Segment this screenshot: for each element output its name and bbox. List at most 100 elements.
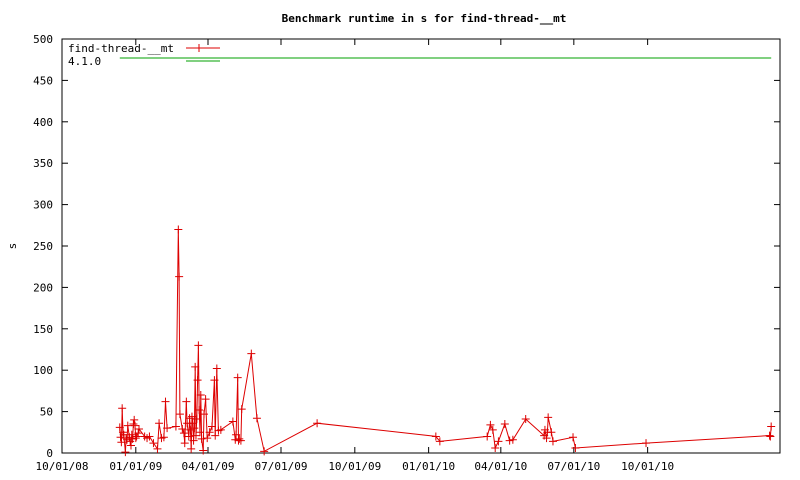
data-point	[115, 423, 124, 432]
y-tick-label: 500	[33, 33, 53, 46]
x-tick-label: 10/01/08	[36, 460, 89, 473]
data-point	[179, 429, 188, 438]
chart-title: Benchmark runtime in s for find-thread-_…	[282, 12, 567, 25]
data-point	[131, 421, 140, 430]
data-point	[544, 413, 553, 422]
x-tick-label: 07/01/10	[547, 460, 600, 473]
data-point	[542, 434, 551, 443]
data-point	[195, 405, 204, 414]
data-point	[118, 404, 127, 413]
data-point	[117, 438, 126, 447]
data-point	[186, 425, 195, 434]
data-point	[153, 444, 162, 453]
x-tick-label: 01/01/10	[402, 460, 455, 473]
legend: find-thread-__mt4.1.0	[68, 42, 220, 68]
data-point	[131, 434, 140, 443]
data-point	[766, 432, 775, 441]
data-point	[189, 436, 198, 445]
x-axis: 10/01/08 01/01/09 04/01/09 07/01/09 10/01/09…	[36, 39, 674, 473]
x-tick-label: 10/01/10	[621, 460, 674, 473]
data-point	[494, 437, 503, 446]
data-point	[192, 415, 201, 424]
data-point	[210, 376, 219, 385]
data-point	[547, 428, 556, 437]
data-point	[182, 397, 191, 406]
data-point	[231, 435, 240, 444]
data-point	[569, 433, 578, 442]
data-point	[431, 432, 440, 441]
data-point	[197, 434, 206, 443]
y-axis: 0 50 100 150 200 250 300 350 400 450 500	[33, 33, 780, 460]
data-point	[128, 434, 137, 443]
data-point	[194, 341, 203, 350]
data-point	[191, 362, 200, 371]
x-tick-label: 04/01/09	[182, 460, 235, 473]
data-point	[491, 444, 500, 453]
x-tick-label: 07/01/09	[255, 460, 308, 473]
data-point	[161, 397, 170, 406]
y-axis-label: s	[6, 243, 19, 250]
data-point	[765, 431, 774, 440]
data-point	[488, 425, 497, 434]
x-tick-label: 10/01/09	[328, 460, 381, 473]
data-point	[122, 434, 131, 443]
data-point	[191, 431, 200, 440]
data-point	[205, 428, 214, 437]
x-tick-label: 01/01/09	[109, 460, 162, 473]
data-point	[508, 435, 517, 444]
data-point	[211, 431, 220, 440]
series-line	[119, 229, 772, 453]
x-tick-label: 04/01/10	[474, 460, 527, 473]
data-point	[123, 421, 132, 430]
data-point	[193, 376, 202, 385]
data-point	[187, 412, 196, 421]
data-point	[130, 415, 139, 424]
data-point	[126, 441, 135, 450]
plot-frame	[61, 38, 781, 454]
data-point	[313, 419, 322, 428]
data-point	[155, 419, 164, 428]
y-tick-label: 100	[33, 364, 53, 377]
legend-label: find-thread-__mt	[68, 42, 174, 55]
data-point	[571, 444, 580, 453]
data-point	[199, 410, 208, 419]
data-point	[134, 429, 143, 438]
data-point	[260, 447, 269, 456]
data-point	[199, 446, 208, 455]
data-point	[175, 272, 184, 281]
data-point	[486, 420, 495, 429]
data-point	[548, 437, 557, 446]
series-layer	[115, 57, 776, 457]
data-point	[135, 424, 144, 433]
legend-label: 4.1.0	[68, 55, 101, 68]
data-point	[149, 439, 158, 448]
data-point	[159, 433, 168, 442]
data-point	[212, 364, 221, 373]
series-0	[115, 225, 776, 457]
y-tick-label: 0	[46, 447, 53, 460]
data-point	[233, 373, 242, 382]
data-point	[252, 414, 261, 423]
y-tick-label: 50	[40, 406, 53, 419]
data-point	[201, 395, 210, 404]
data-point	[208, 422, 217, 431]
data-point	[174, 225, 183, 234]
y-tick-label: 350	[33, 157, 53, 170]
data-point	[132, 432, 141, 441]
data-point	[237, 405, 246, 414]
data-point	[171, 422, 180, 431]
data-point	[236, 436, 245, 445]
data-point	[216, 425, 225, 434]
data-point	[767, 422, 776, 431]
data-point	[195, 428, 204, 437]
data-point	[642, 439, 651, 448]
data-point	[145, 432, 154, 441]
data-point	[178, 424, 187, 433]
data-point	[435, 437, 444, 446]
y-tick-label: 300	[33, 199, 53, 212]
data-point	[483, 432, 492, 441]
data-point	[228, 417, 237, 426]
data-point	[127, 430, 136, 439]
data-point	[175, 410, 184, 419]
data-point	[232, 430, 241, 439]
